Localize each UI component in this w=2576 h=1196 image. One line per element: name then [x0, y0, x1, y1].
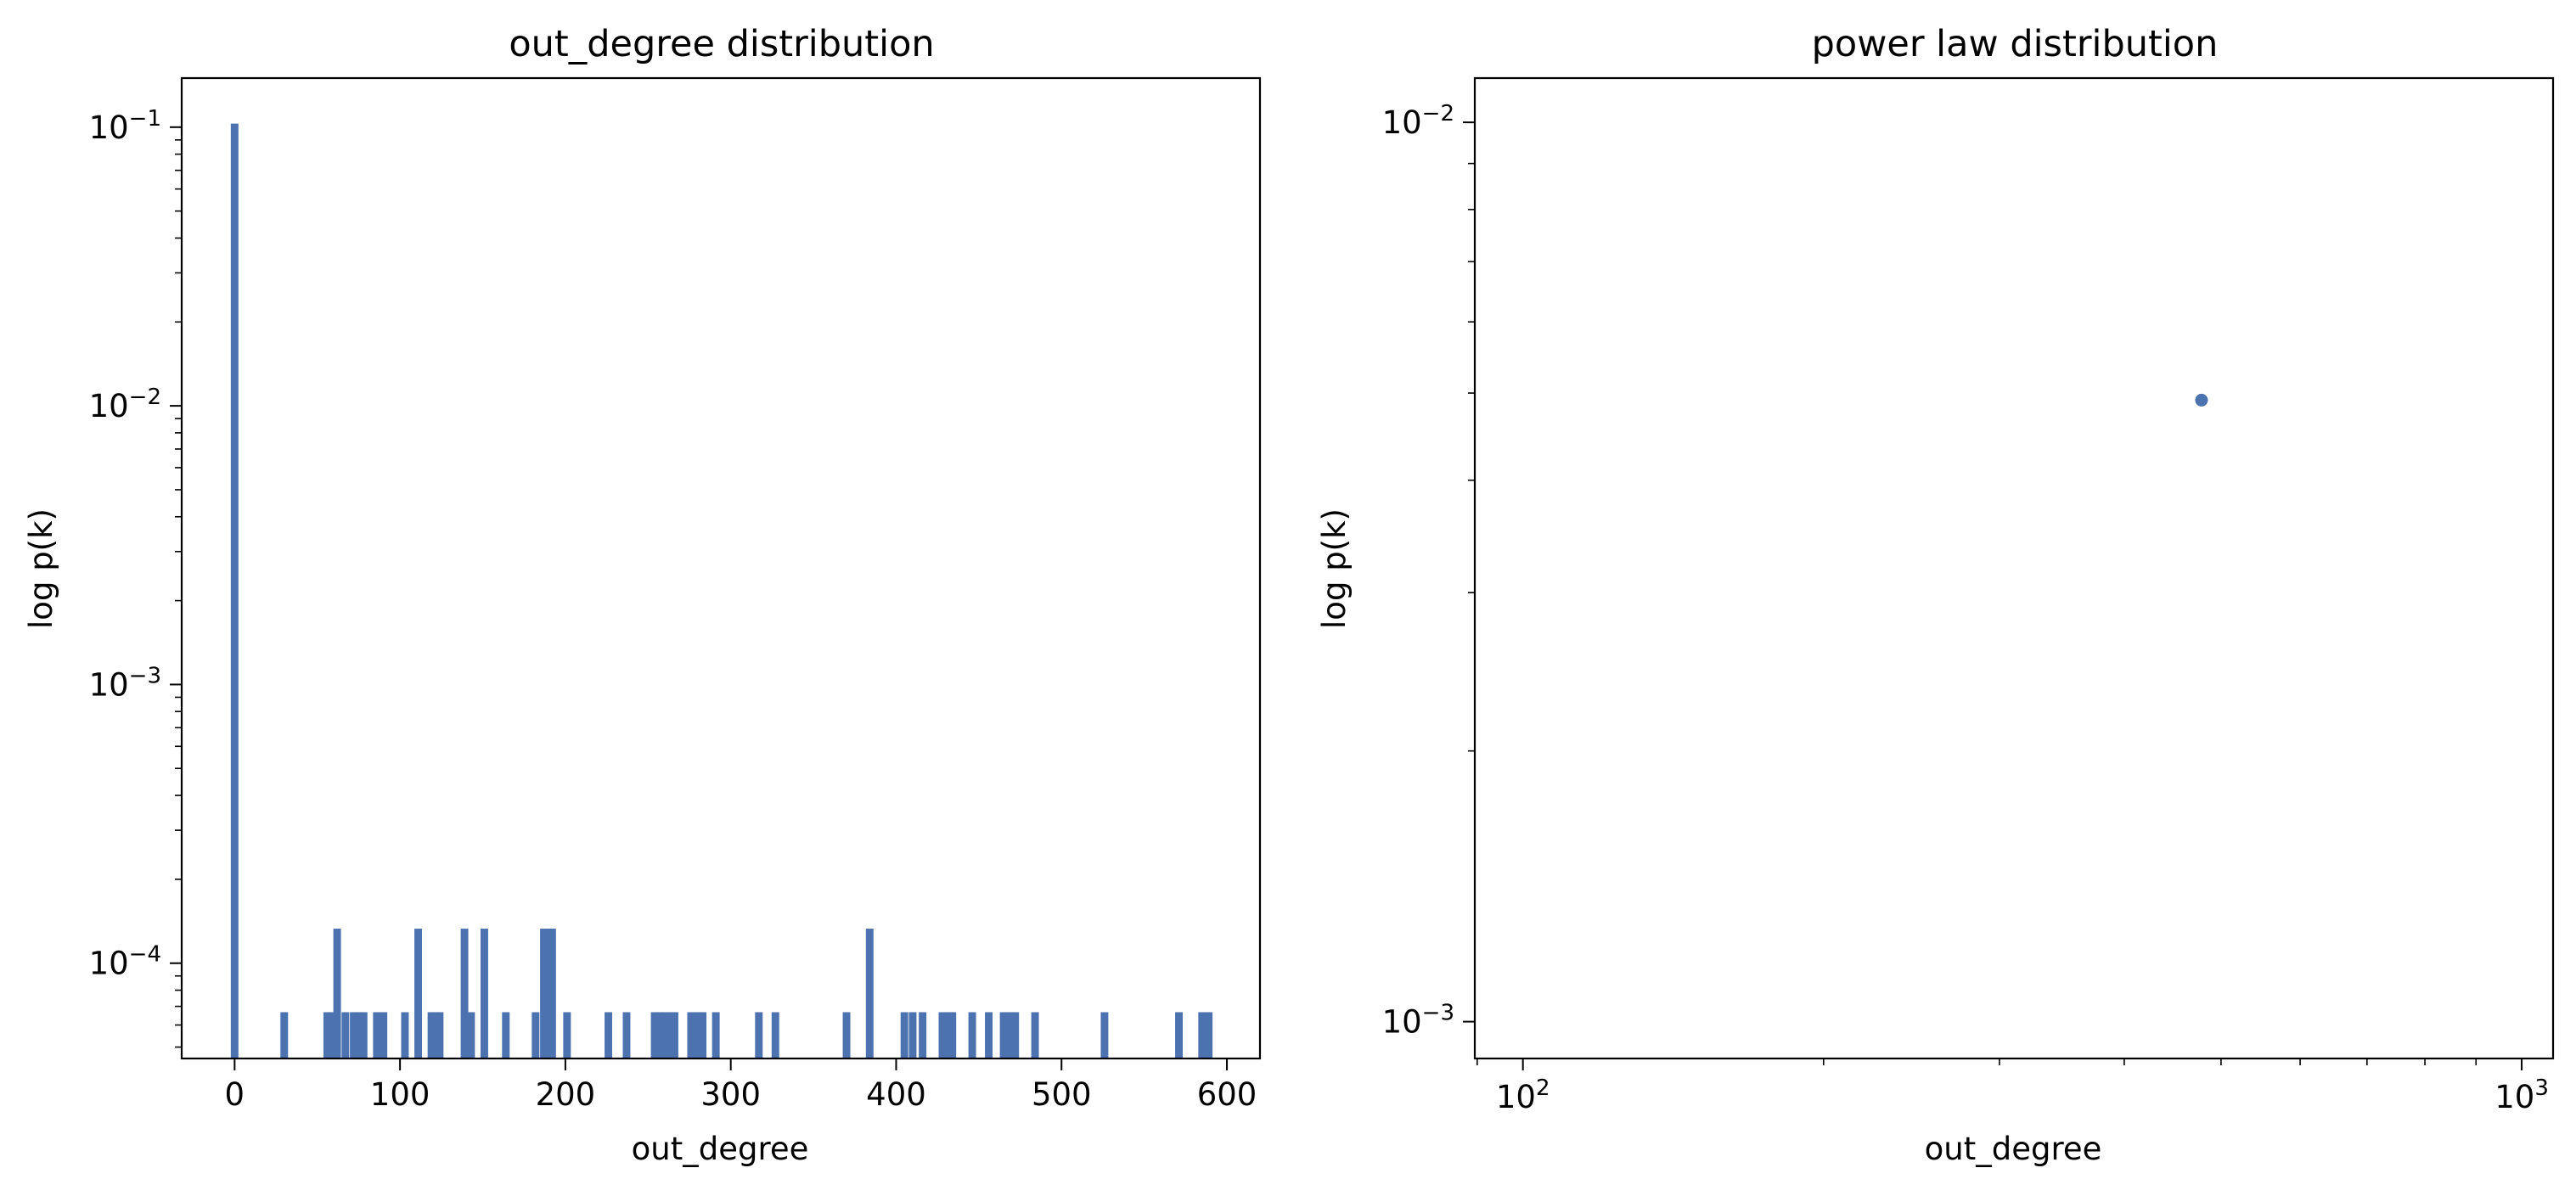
bar: [280, 1012, 289, 1058]
bar: [900, 1012, 908, 1058]
bar: [711, 1012, 720, 1058]
bar: [865, 929, 874, 1058]
bar: [605, 1012, 613, 1058]
bar: [380, 1012, 388, 1058]
bar: [436, 1012, 444, 1058]
bar: [755, 1012, 763, 1058]
bar: [532, 1012, 540, 1058]
bar: [985, 1012, 993, 1058]
y-tick-label: 10−3: [89, 663, 161, 703]
chart-power-law-distribution: power law distribution 102 103 10−3 10−2 o…: [1316, 23, 2555, 1167]
bar: [1175, 1012, 1184, 1058]
plot-frame: [180, 76, 1262, 1060]
bar: [968, 1012, 976, 1058]
bar: [548, 929, 556, 1058]
bar: [670, 1012, 678, 1058]
bar: [1100, 1012, 1109, 1058]
bar: [687, 1012, 695, 1058]
data-point: [2195, 393, 2208, 407]
bar: [842, 1012, 851, 1058]
x-tick-label: 400: [866, 1076, 926, 1113]
plot-frame: [1473, 76, 2555, 1060]
x-tick-label: 103: [2494, 1075, 2549, 1115]
bar: [359, 1012, 368, 1058]
bar: [622, 1012, 631, 1058]
y-axis-label: log p(k): [23, 508, 59, 629]
chart-out-degree-distribution: out_degree distribution 0 100 200 300 400 500…: [23, 23, 1262, 1167]
x-axis-ticks: 0 100 200 300 400 500 600: [225, 1058, 1257, 1113]
bar: [230, 123, 239, 1059]
y-tick-label: 10−4: [89, 942, 161, 982]
bars: [230, 123, 1213, 1059]
bar: [694, 1012, 702, 1058]
bar: [467, 1012, 475, 1058]
bar: [999, 1012, 1008, 1058]
bar: [1198, 1012, 1206, 1058]
bar: [460, 929, 469, 1058]
bar: [948, 1012, 957, 1058]
bar: [502, 1012, 510, 1058]
bar: [1011, 1012, 1020, 1058]
x-tick-label: 100: [370, 1076, 430, 1113]
bar: [661, 1012, 669, 1058]
y-tick-label: 10−3: [1382, 1001, 1454, 1041]
bar: [427, 1012, 436, 1058]
x-tick-label: 200: [536, 1076, 596, 1113]
x-tick-label: 0: [225, 1076, 245, 1113]
bar: [908, 1012, 917, 1058]
x-tick-label: 300: [700, 1076, 761, 1113]
y-axis-label: log p(k): [1316, 508, 1353, 629]
bar: [1205, 1012, 1213, 1058]
bar: [354, 1012, 363, 1058]
chart-title: power law distribution: [1812, 23, 2219, 65]
x-tick-label: 600: [1197, 1076, 1257, 1113]
y-axis-ticks: 10−3 10−2: [1382, 101, 1475, 1041]
x-tick-label: 102: [1496, 1075, 1550, 1115]
bar: [323, 1012, 331, 1058]
bar: [350, 1012, 358, 1058]
x-axis-label: out_degree: [632, 1131, 809, 1167]
bar: [328, 1012, 336, 1058]
bar: [333, 929, 341, 1058]
bar: [771, 1012, 779, 1058]
x-axis-label: out_degree: [1925, 1131, 2102, 1167]
bar: [650, 1012, 659, 1058]
bar: [919, 1012, 927, 1058]
bar: [563, 1012, 571, 1058]
bar: [414, 929, 423, 1058]
y-tick-label: 10−2: [89, 385, 161, 424]
bar: [480, 929, 488, 1058]
x-tick-label: 500: [1032, 1076, 1092, 1113]
bar: [341, 1012, 350, 1058]
x-axis-ticks: 102 103: [1476, 1058, 2549, 1115]
bar: [655, 1012, 664, 1058]
bar: [699, 1012, 707, 1058]
bar: [401, 1012, 409, 1058]
bar: [1006, 1012, 1015, 1058]
bar: [938, 1012, 947, 1058]
bar: [1031, 1012, 1039, 1058]
points: [2195, 393, 2208, 407]
y-tick-label: 10−2: [1382, 101, 1454, 141]
bar: [373, 1012, 381, 1058]
y-axis-ticks: 10−4 10−3 10−2 10−1: [89, 106, 182, 1048]
bar: [543, 929, 551, 1058]
y-tick-label: 10−1: [89, 106, 161, 146]
chart-title: out_degree distribution: [509, 23, 934, 65]
